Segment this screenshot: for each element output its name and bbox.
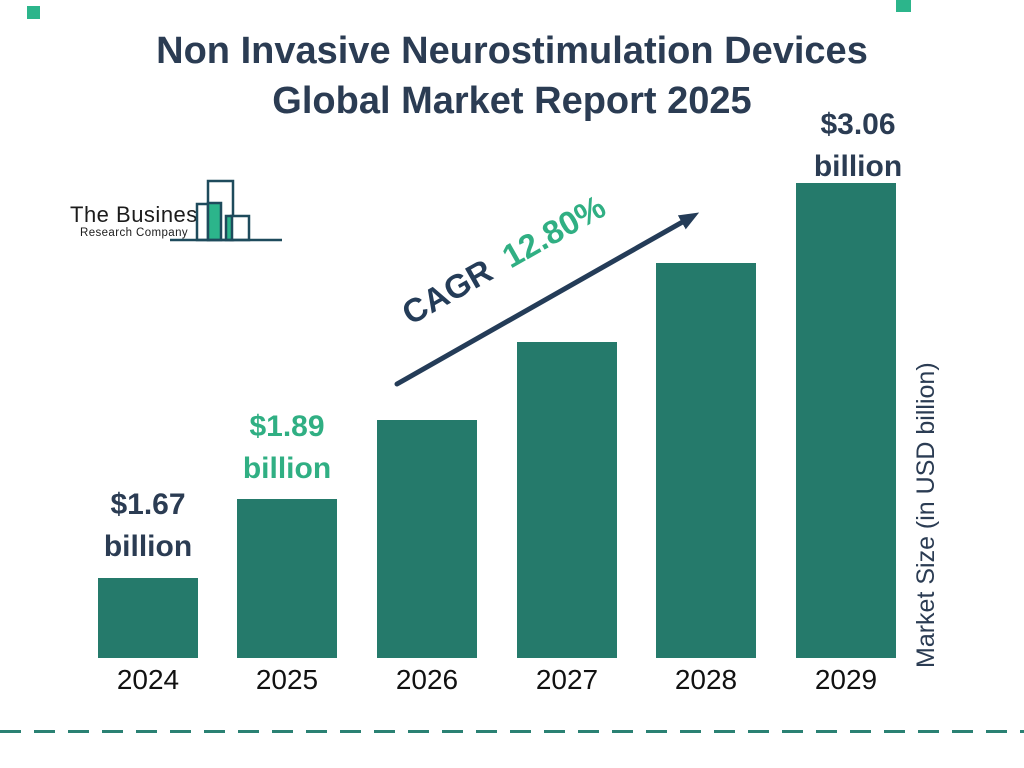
- x-axis-label-2028: 2028: [674, 664, 738, 695]
- bar-2025: [237, 499, 337, 658]
- company-logo-subname: Research Company: [79, 227, 189, 239]
- bar-2026: [377, 420, 477, 658]
- value-label-amount: $1.67: [110, 488, 186, 521]
- value-label-amount: $3.06: [820, 108, 896, 141]
- value-label-unit: billion: [242, 452, 332, 485]
- value-label-unit: billion: [103, 530, 193, 563]
- page-title-line-1: Non Invasive Neurostimulation Devices: [156, 30, 868, 72]
- bar-chart-logo-icon: [170, 179, 282, 242]
- y-axis-title: Market Size (in USD billion): [912, 362, 940, 668]
- bar-2028: [656, 263, 756, 658]
- page-title-line-2: Global Market Report 2025: [272, 80, 752, 122]
- cagr-label: CAGR: [395, 251, 499, 332]
- company-logo-name: The Business: [70, 202, 210, 227]
- cagr-annotation: CAGR12.80%: [396, 188, 612, 333]
- bar-2024: [98, 578, 198, 658]
- corner-accent-right: [896, 0, 911, 12]
- value-label-2024: $1.67 billion: [38, 484, 258, 568]
- value-label-2025: $1.89 billion: [177, 406, 397, 490]
- value-label-amount: $1.89: [249, 410, 325, 443]
- bottom-dashed-divider: [0, 730, 1024, 733]
- value-label-unit: billion: [813, 150, 903, 183]
- company-logo-text: The Business Research Company: [70, 202, 210, 240]
- x-axis-label-2029: 2029: [814, 664, 878, 695]
- x-axis-label-2027: 2027: [535, 664, 599, 695]
- cagr-value: 12.80%: [495, 187, 612, 275]
- x-axis-label-2026: 2026: [395, 664, 459, 695]
- x-axis-label-2024: 2024: [116, 664, 180, 695]
- corner-accent-left: [27, 6, 40, 19]
- company-logo: The Business Research Company: [70, 173, 300, 251]
- x-axis-label-2025: 2025: [255, 664, 319, 695]
- value-label-2029: $3.06 billion: [748, 104, 968, 188]
- page-title: Non Invasive Neurostimulation Devices Gl…: [0, 26, 1024, 126]
- bar-2029: [796, 183, 896, 658]
- bar-2027: [517, 342, 617, 658]
